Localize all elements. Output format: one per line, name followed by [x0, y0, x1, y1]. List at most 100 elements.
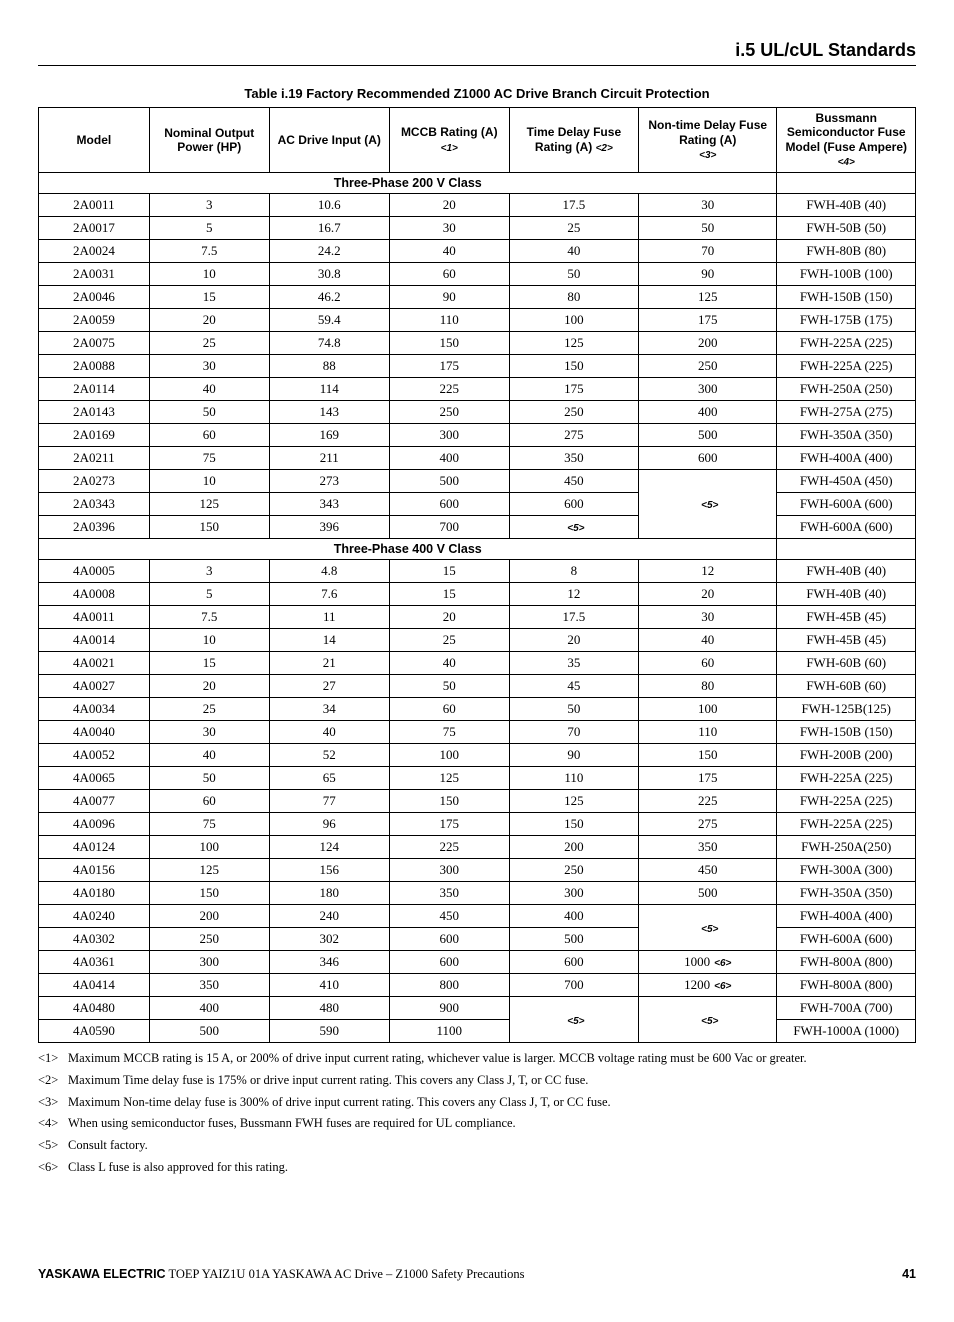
cell: 110	[509, 767, 638, 790]
section-header: i.5 UL/cUL Standards	[38, 40, 916, 66]
cell: FWH-225A (225)	[777, 813, 916, 836]
cell: FWH-50B (50)	[777, 217, 916, 240]
cell: 143	[269, 401, 389, 424]
table-row: 2A00311030.8605090FWH-100B (100)	[39, 263, 916, 286]
cell: 30	[639, 606, 777, 629]
cell: 400	[509, 905, 638, 928]
cell: 275	[509, 424, 638, 447]
cell: 450	[639, 859, 777, 882]
class-header-200: Three-Phase 200 V Class	[39, 173, 777, 194]
cell: 4A0077	[39, 790, 150, 813]
cell: 125	[509, 790, 638, 813]
table-row: 4A0156125156300250450FWH-300A (300)	[39, 859, 916, 882]
table-row: 4A05905005901100FWH-1000A (1000)	[39, 1020, 916, 1043]
table-row: 2A016960169300275500FWH-350A (350)	[39, 424, 916, 447]
cell: 4A0361	[39, 951, 150, 974]
class-header-blank	[777, 173, 916, 194]
table-row: 4A0124100124225200350FWH-250A(250)	[39, 836, 916, 859]
table-notes: <1>Maximum MCCB rating is 15 A, or 200% …	[38, 1049, 916, 1177]
cell: 350	[149, 974, 269, 997]
table-row: 2A027310273500450<5>FWH-450A (450)	[39, 470, 916, 493]
cell: FWH-350A (350)	[777, 424, 916, 447]
col-hp: Nominal Output Power (HP)	[149, 108, 269, 173]
cell: 114	[269, 378, 389, 401]
cell: 65	[269, 767, 389, 790]
cell: 75	[149, 813, 269, 836]
cell: FWH-150B (150)	[777, 286, 916, 309]
note-text: Class L fuse is also approved for this r…	[68, 1160, 288, 1174]
cell: 150	[149, 516, 269, 539]
cell: FWH-450A (450)	[777, 470, 916, 493]
cell: 110	[389, 309, 509, 332]
cell: 60	[149, 790, 269, 813]
cell: 3	[149, 194, 269, 217]
col-sc: Bussmann Semiconductor Fuse Model (Fuse …	[777, 108, 916, 173]
footer-doc: TOEP YAIZ1U 01A YASKAWA AC Drive – Z1000…	[166, 1267, 525, 1281]
note-line: <1>Maximum MCCB rating is 15 A, or 200% …	[38, 1049, 916, 1068]
cell: 2A0017	[39, 217, 150, 240]
cell: 900	[389, 997, 509, 1020]
cell: 211	[269, 447, 389, 470]
col-ntd: Non-time Delay Fuse Rating (A) <3>	[639, 108, 777, 173]
col-td-ref: <2>	[596, 143, 613, 154]
cell: 12	[639, 560, 777, 583]
cell: 4A0034	[39, 698, 150, 721]
cell: 50	[639, 217, 777, 240]
cell: 20	[149, 309, 269, 332]
table-body: Three-Phase 200 V Class2A0011310.62017.5…	[39, 173, 916, 1043]
cell: FWH-600A (600)	[777, 928, 916, 951]
cell: 59.4	[269, 309, 389, 332]
cell: 75	[149, 447, 269, 470]
cell: 4A0096	[39, 813, 150, 836]
cell: 302	[269, 928, 389, 951]
cell: 4A0040	[39, 721, 150, 744]
cell: FWH-300A (300)	[777, 859, 916, 882]
cell: 300	[389, 424, 509, 447]
table-row: 4A00141014252040FWH-45B (45)	[39, 629, 916, 652]
cell: 150	[509, 355, 638, 378]
cell: 34	[269, 698, 389, 721]
cell: 20	[639, 583, 777, 606]
cell: FWH-800A (800)	[777, 951, 916, 974]
table-row: 2A00883088175150250FWH-225A (225)	[39, 355, 916, 378]
cell: 150	[639, 744, 777, 767]
table-row: 2A0017516.7302550FWH-50B (50)	[39, 217, 916, 240]
note-line: <3>Maximum Non-time delay fuse is 300% o…	[38, 1093, 916, 1112]
cell: FWH-700A (700)	[777, 997, 916, 1020]
cell: 7.5	[149, 240, 269, 263]
cell: 20	[149, 675, 269, 698]
cell: 4A0065	[39, 767, 150, 790]
cell: FWH-40B (40)	[777, 583, 916, 606]
table-caption: Table i.19 Factory Recommended Z1000 AC …	[38, 86, 916, 101]
cell: 2A0169	[39, 424, 150, 447]
cell: FWH-225A (225)	[777, 790, 916, 813]
class-header-blank	[777, 539, 916, 560]
cell: FWH-200B (200)	[777, 744, 916, 767]
cell: 40	[149, 378, 269, 401]
cell: 15	[389, 560, 509, 583]
cell: 12	[509, 583, 638, 606]
cell: 4A0021	[39, 652, 150, 675]
cell: 90	[639, 263, 777, 286]
cell: 15	[389, 583, 509, 606]
cell: 46.2	[269, 286, 389, 309]
cell: FWH-225A (225)	[777, 767, 916, 790]
footer-brand: YASKAWA ELECTRIC	[38, 1267, 166, 1281]
cell: 400	[149, 997, 269, 1020]
cell: 17.5	[509, 194, 638, 217]
cell: 2A0046	[39, 286, 150, 309]
cell: 590	[269, 1020, 389, 1043]
cell: 4A0052	[39, 744, 150, 767]
col-sc-label: Bussmann Semiconductor Fuse Model (Fuse …	[785, 111, 907, 154]
cell: 125	[149, 859, 269, 882]
cell: 2A0343	[39, 493, 150, 516]
cell: 600	[389, 951, 509, 974]
cell: 500	[149, 1020, 269, 1043]
table-row: 4A0052405210090150FWH-200B (200)	[39, 744, 916, 767]
col-mccb: MCCB Rating (A) <1>	[389, 108, 509, 173]
cell: 500	[509, 928, 638, 951]
cell: 250	[149, 928, 269, 951]
cell: FWH-60B (60)	[777, 675, 916, 698]
col-mccb-label: MCCB Rating (A)	[401, 125, 498, 139]
class-header-row: Three-Phase 200 V Class	[39, 173, 916, 194]
